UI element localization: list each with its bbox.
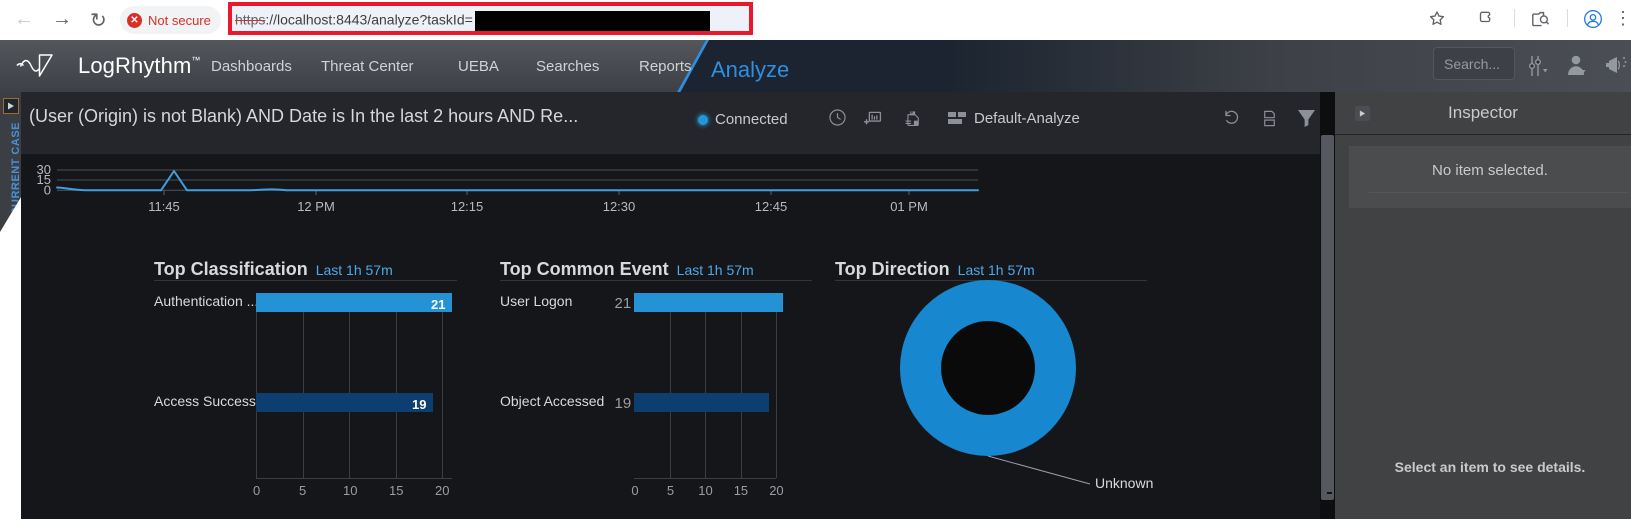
svg-text:Unknown: Unknown [1095, 475, 1153, 491]
svg-text:01 PM: 01 PM [890, 199, 928, 214]
svg-text:12:30: 12:30 [603, 199, 636, 214]
svg-text:0: 0 [44, 182, 51, 197]
svg-text:12:15: 12:15 [451, 199, 484, 214]
svg-text:11:45: 11:45 [148, 199, 180, 214]
svg-text:12 PM: 12 PM [297, 199, 335, 214]
svg-text:12:45: 12:45 [755, 199, 788, 214]
